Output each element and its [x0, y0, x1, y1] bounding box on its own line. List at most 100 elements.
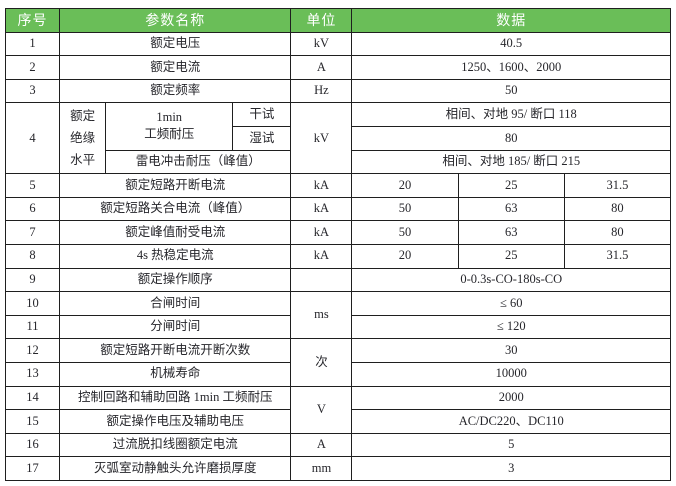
row-4-no: 4	[4, 102, 61, 175]
row-8-param: 4s 热稳定电流	[59, 243, 292, 269]
row-5-value-2: 25	[457, 173, 565, 198]
row-9-param: 额定操作顺序	[59, 267, 292, 293]
table-row-4b: 湿试 80	[6, 125, 671, 151]
row-10-no: 10	[4, 291, 61, 316]
row-1-value: 40.5	[351, 31, 671, 57]
row-1-no: 1	[4, 31, 61, 57]
row-6-value-3: 80	[563, 196, 672, 222]
row-4-group: 额定绝缘水平	[59, 102, 107, 175]
row-6-value-1: 50	[351, 196, 459, 222]
row-17-value: 3	[351, 456, 671, 481]
row-7-param: 额定峰值耐受电流	[59, 220, 292, 245]
row-2-unit: A	[290, 55, 353, 80]
table-row-4a: 4 额定绝缘水平 1min 工频耐压 干试 kV 相间、对地 95/ 断口 11…	[4, 102, 671, 175]
row-12-param: 额定短路开断电流开断次数	[59, 338, 292, 363]
row-4-lightning-value: 相间、对地 185/ 断口 215	[351, 149, 671, 175]
row-12-no: 12	[4, 338, 61, 363]
table-row-7: 7 额定峰值耐受电流 kA 50 63 80	[4, 220, 672, 245]
header-data: 数据	[351, 8, 671, 33]
row-5-param: 额定短路开断电流	[59, 173, 292, 198]
row-12-value: 30	[351, 338, 671, 363]
table-row-15: 15 额定操作电压及辅助电压 AC/DC220、DC110	[4, 409, 671, 434]
row-10-param: 合闸时间	[59, 291, 292, 316]
table-row-12: 12 额定短路开断电流开断次数 次 30	[4, 338, 671, 387]
row-15-value: AC/DC220、DC110	[351, 409, 671, 434]
table-row-9: 9 额定操作顺序 0-0.3s-CO-180s-CO	[4, 267, 671, 293]
row-3-param: 额定频率	[59, 78, 292, 104]
table-row-6: 6 额定短路关合电流（峰值） kA 50 63 80	[4, 196, 672, 222]
row-17-unit: mm	[290, 456, 353, 481]
table-row-8: 8 4s 热稳定电流 kA 20 25 31.5	[4, 243, 672, 269]
row-11-no: 11	[4, 314, 61, 340]
table-row-17: 17 灭弧室动静触头允许磨损厚度 mm 3	[4, 456, 671, 481]
row-9-no: 9	[4, 267, 61, 293]
table-row-14: 14 控制回路和辅助回路 1min 工频耐压 V 2000	[4, 385, 671, 434]
row-8-unit: kA	[290, 243, 353, 269]
row-5-unit: kA	[290, 173, 353, 198]
row-2-no: 2	[4, 55, 61, 80]
row-15-no: 15	[4, 409, 61, 434]
row-7-value-2: 63	[457, 220, 565, 245]
row-7-value-3: 80	[563, 220, 672, 245]
row-8-value-3: 31.5	[563, 243, 672, 269]
row-14-no: 14	[4, 385, 61, 411]
row-7-unit: kA	[290, 220, 353, 245]
row-16-value: 5	[351, 432, 671, 458]
row-4-lightning-label: 雷电冲击耐压（峰值）	[105, 149, 292, 175]
row-8-value-1: 20	[351, 243, 459, 269]
row-4-unit: kV	[290, 102, 353, 175]
row-2-value: 1250、1600、2000	[351, 55, 671, 80]
row-1-unit: kV	[290, 31, 353, 57]
row-4-wet-value: 80	[351, 125, 671, 151]
row-3-unit: Hz	[290, 78, 353, 104]
row-13-param: 机械寿命	[59, 361, 292, 387]
row-14-param: 控制回路和辅助回路 1min 工频耐压	[59, 385, 292, 411]
row-3-value: 50	[351, 78, 671, 104]
row-16-no: 16	[4, 432, 61, 458]
table-row-2: 2 额定电流 A 1250、1600、2000	[4, 55, 671, 80]
row-13-value: 10000	[351, 361, 671, 387]
row-4-wet-label: 湿试	[232, 125, 292, 151]
row-6-value-2: 63	[457, 196, 565, 222]
table-row-3: 3 额定频率 Hz 50	[4, 78, 671, 104]
row-7-value-1: 50	[351, 220, 459, 245]
row-5-no: 5	[4, 173, 61, 198]
row-8-no: 8	[4, 243, 61, 269]
table-row-5: 5 额定短路开断电流 kA 20 25 31.5	[4, 173, 672, 198]
row-16-unit: A	[290, 432, 353, 458]
row-11-param: 分闸时间	[59, 314, 292, 340]
header-param: 参数名称	[59, 8, 292, 33]
row-7-no: 7	[4, 220, 61, 245]
row-16-param: 过流脱扣线圈额定电流	[59, 432, 292, 458]
row-5-value-3: 31.5	[563, 173, 672, 198]
row-4-dry-value: 相间、对地 95/ 断口 118	[351, 102, 671, 127]
table-row-11: 11 分闸时间 ≤ 120	[4, 314, 671, 340]
row-4-dry-label: 干试	[232, 102, 292, 127]
row-11-value: ≤ 120	[351, 314, 671, 340]
row-6-unit: kA	[290, 196, 353, 222]
row-10-11-unit: ms	[290, 291, 353, 340]
row-5-value-1: 20	[351, 173, 459, 198]
row-13-no: 13	[4, 361, 61, 387]
row-4-powerfreq-label: 1min 工频耐压	[105, 102, 234, 151]
row-17-no: 17	[4, 456, 61, 481]
row-14-15-unit: V	[290, 385, 353, 434]
table-row-16: 16 过流脱扣线圈额定电流 A 5	[4, 432, 671, 458]
row-15-param: 额定操作电压及辅助电压	[59, 409, 292, 434]
row-2-param: 额定电流	[59, 55, 292, 80]
row-6-param: 额定短路关合电流（峰值）	[59, 196, 292, 222]
row-14-value: 2000	[351, 385, 671, 411]
spec-table: 序号 参数名称 单位 数据 1 额定电压 kV 40.5 2 额定电流 A 12…	[4, 8, 672, 481]
table-header-row: 序号 参数名称 单位 数据	[4, 8, 671, 33]
table-row-10: 10 合闸时间 ms ≤ 60	[4, 291, 671, 340]
row-6-no: 6	[4, 196, 61, 222]
table-row-1: 1 额定电压 kV 40.5	[4, 31, 671, 57]
row-1-param: 额定电压	[59, 31, 292, 57]
row-9-unit	[290, 267, 353, 293]
row-4-group-label: 额定绝缘水平	[70, 109, 96, 168]
row-9-value: 0-0.3s-CO-180s-CO	[351, 267, 671, 293]
header-unit: 单位	[290, 8, 353, 33]
table-row-4c: 雷电冲击耐压（峰值） 相间、对地 185/ 断口 215	[6, 149, 671, 175]
row-8-value-2: 25	[457, 243, 565, 269]
row-10-value: ≤ 60	[351, 291, 671, 316]
